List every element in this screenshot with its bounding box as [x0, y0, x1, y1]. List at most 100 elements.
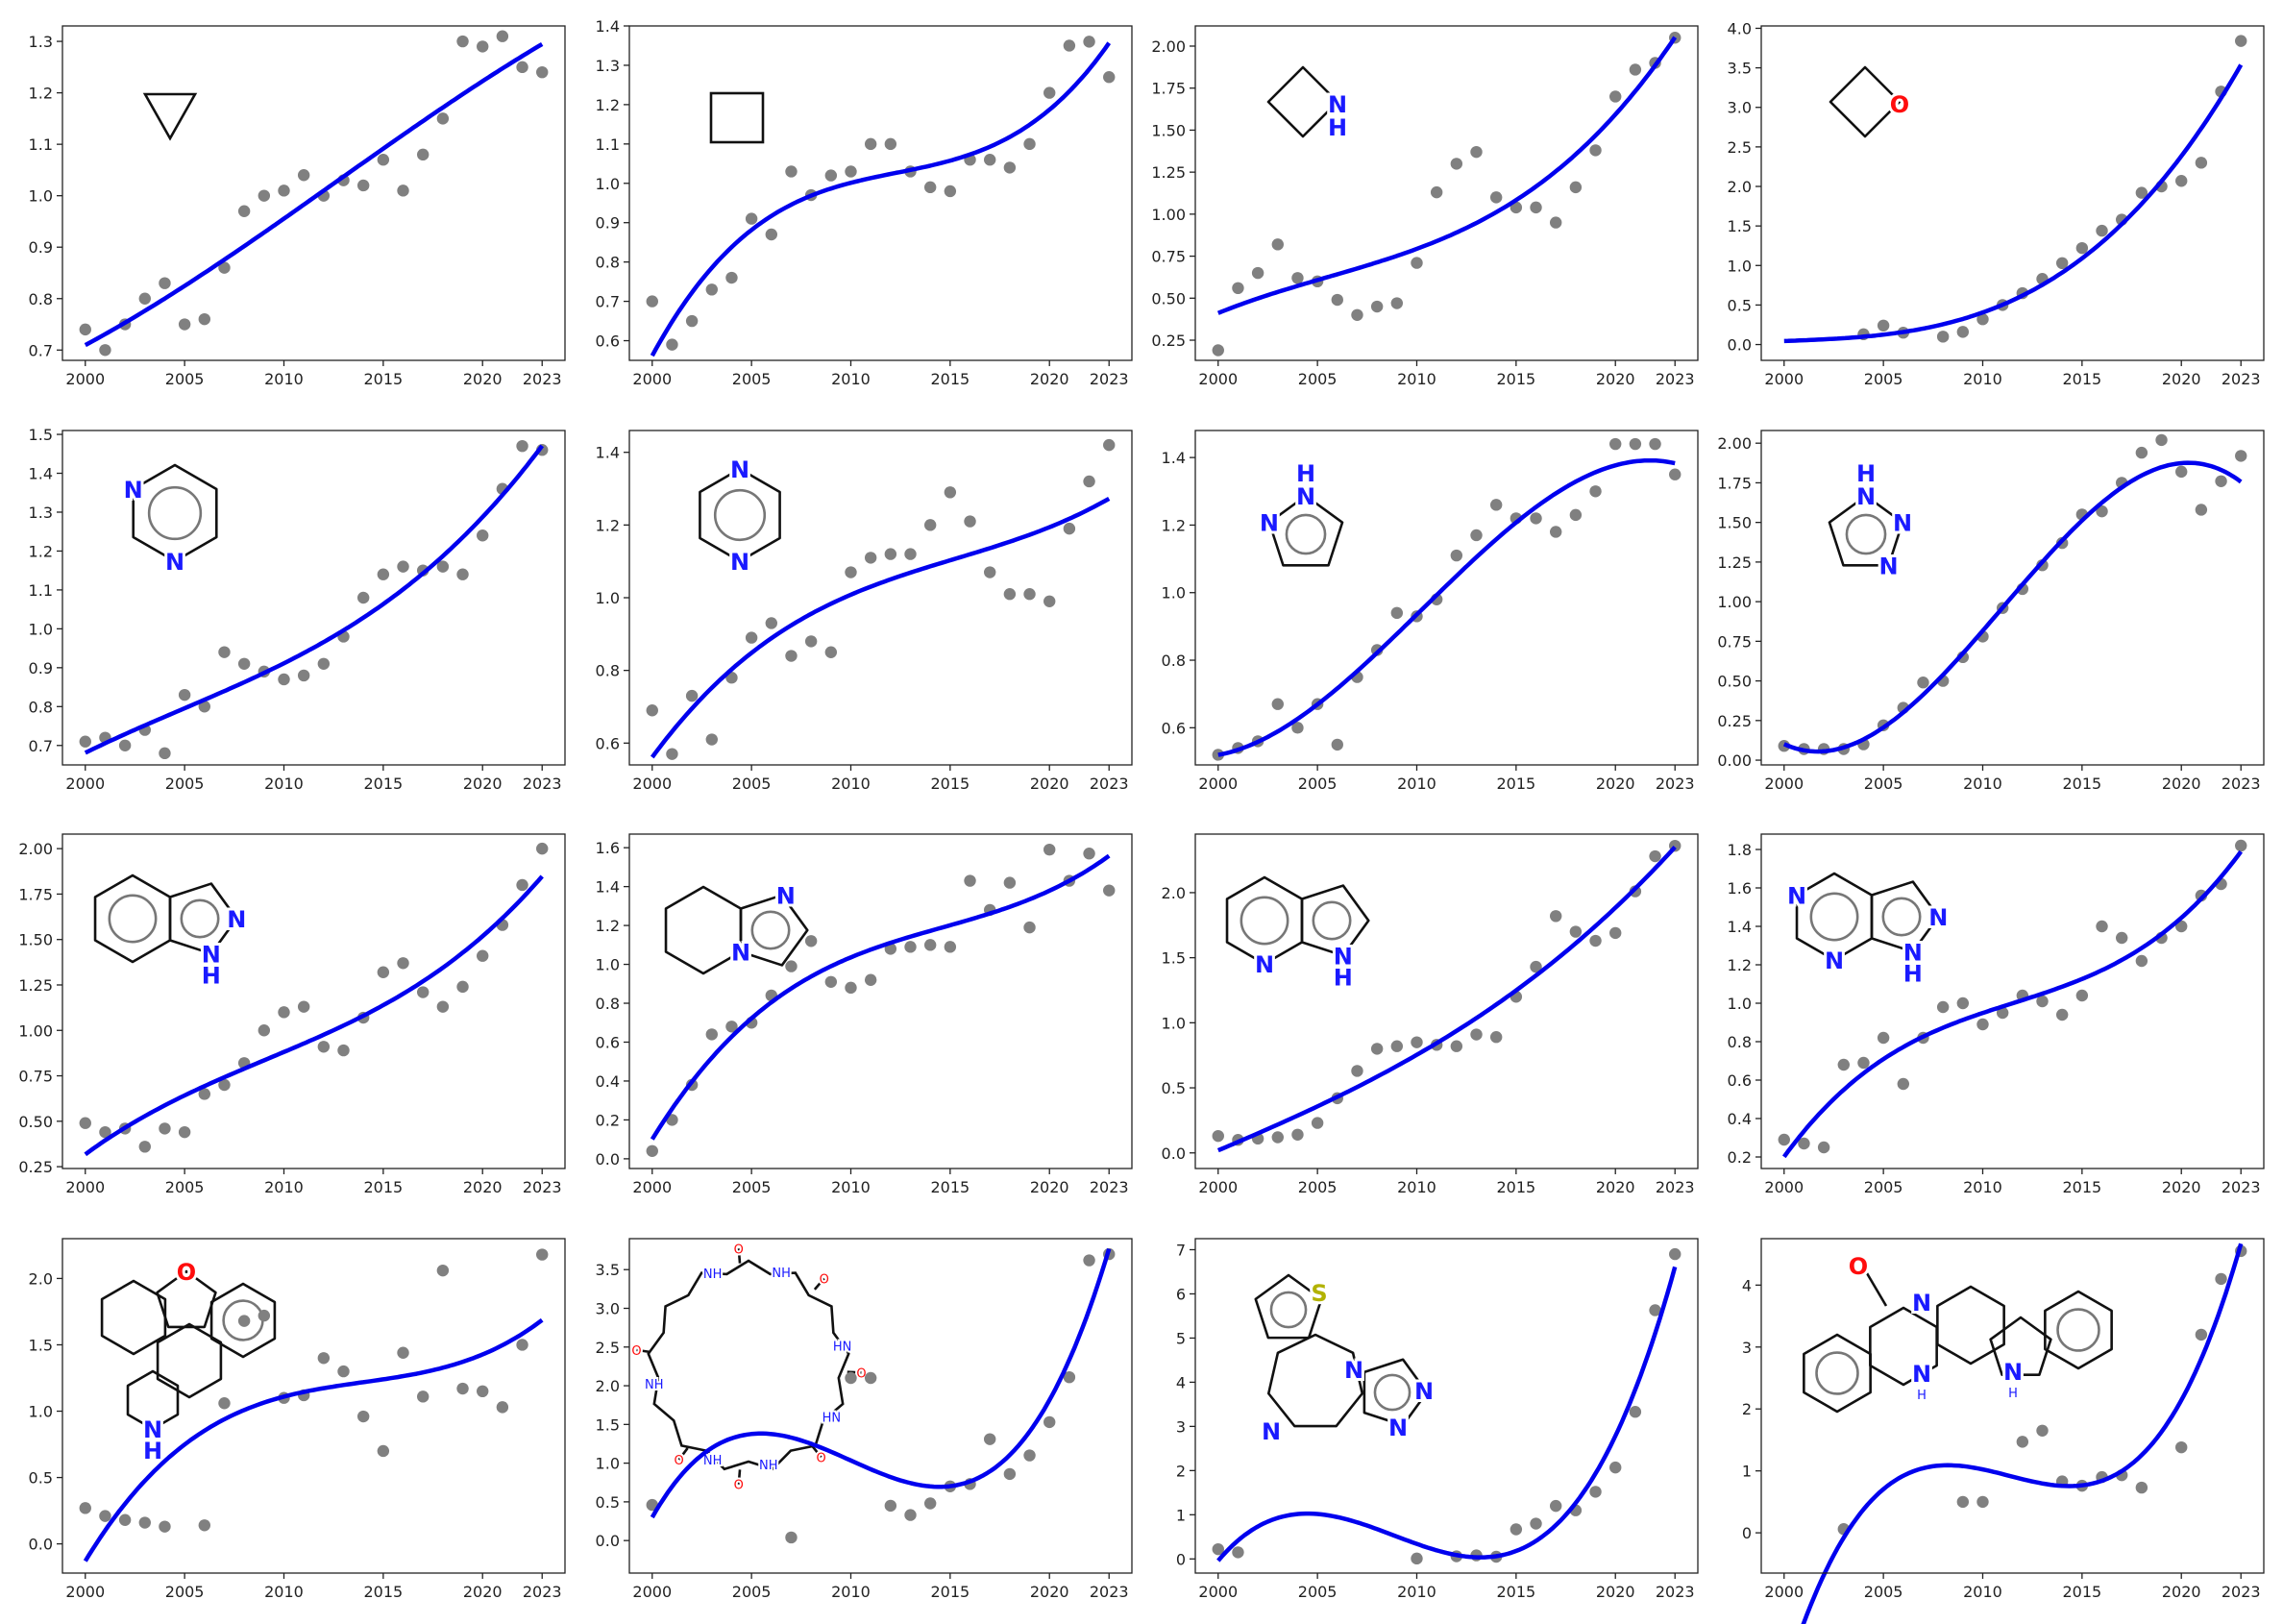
x-tick-label: 2000 — [632, 1583, 672, 1601]
data-point — [845, 566, 857, 578]
x-tick-label: 2023 — [523, 775, 562, 793]
x-tick-label: 2000 — [632, 1178, 672, 1196]
atom-label: NH — [645, 1378, 664, 1392]
x-tick-label: 2005 — [1298, 1178, 1338, 1196]
fit-curve — [650, 496, 1111, 759]
x-tick-label: 2015 — [363, 370, 403, 388]
data-point — [923, 181, 937, 194]
y-tick-label: 1.5 — [1728, 217, 1752, 235]
data-point — [2036, 1424, 2049, 1437]
y-tick-label: 1.0 — [596, 175, 620, 193]
axes-frame — [628, 1238, 1133, 1574]
data-point — [1063, 39, 1076, 52]
data-point — [884, 1499, 897, 1513]
aromatic-ring-circle — [2056, 1308, 2100, 1352]
data-point — [456, 568, 469, 580]
data-point — [923, 519, 937, 531]
data-point — [79, 735, 91, 748]
chemical-structure: HNN — [1257, 457, 1344, 567]
x-tick-label: 2010 — [264, 775, 304, 793]
data-point — [178, 318, 191, 331]
y-tick-label: 1.3 — [29, 33, 53, 51]
y-tick-label: 3 — [1176, 1417, 1186, 1436]
atom-label: N — [1296, 483, 1315, 510]
y-tick-label: 1.00 — [18, 1021, 53, 1040]
x-tick-label: 2015 — [363, 775, 403, 793]
data-point — [159, 277, 171, 289]
y-tick-label: 1.2 — [29, 542, 53, 560]
data-point — [1103, 438, 1116, 452]
y-tick-label: 3.0 — [1728, 99, 1752, 117]
x-tick-label: 2010 — [264, 1583, 304, 1601]
axes-frame — [628, 25, 1133, 361]
data-point — [297, 1000, 310, 1013]
ring-bond — [1362, 1358, 1429, 1427]
x-tick-label: 2005 — [1864, 775, 1903, 793]
data-point — [218, 1078, 231, 1092]
y-tick-label: 1.5 — [1162, 949, 1186, 968]
data-point — [138, 292, 151, 305]
data-point — [1857, 1056, 1870, 1070]
data-point — [1271, 698, 1284, 710]
data-point — [685, 314, 699, 328]
aromatic-ring-circle — [1269, 1291, 1308, 1329]
data-point — [765, 228, 778, 241]
atom-label: N — [124, 477, 143, 504]
y-tick-label: 1.75 — [18, 885, 53, 903]
bond — [737, 1248, 742, 1264]
axes-frame — [1760, 1238, 2265, 1574]
x-tick-label: 2000 — [1198, 775, 1238, 793]
data-point — [2175, 920, 2188, 933]
x-tick-label: 2010 — [1963, 1583, 2002, 1601]
data-point — [1351, 1065, 1363, 1077]
data-point — [1232, 1546, 1244, 1559]
bond — [813, 1277, 825, 1291]
fit-curve — [84, 874, 544, 1157]
data-point — [397, 957, 409, 970]
data-point — [824, 169, 838, 182]
x-tick-label: 2020 — [2162, 775, 2201, 793]
bond — [1865, 1272, 1888, 1307]
data-point — [1331, 293, 1344, 307]
y-tick-label: 1.00 — [1151, 206, 1186, 224]
y-tick-label: 0.9 — [29, 238, 53, 257]
bond — [737, 1469, 742, 1485]
x-tick-label: 2015 — [1496, 775, 1535, 793]
y-tick-label: 0.00 — [1717, 751, 1752, 770]
data-point — [1083, 475, 1095, 488]
chemical-structure: O NH NH O HN O HN O NH O NH O NH O — [629, 1241, 868, 1494]
atom-label: N — [730, 549, 749, 576]
y-tick-label: 1.50 — [1717, 514, 1752, 532]
data-point — [2055, 1008, 2069, 1021]
y-tick-label: 0.5 — [1728, 296, 1752, 314]
data-point — [436, 112, 450, 125]
y-tick-label: 3.0 — [596, 1300, 620, 1318]
atom-label: NH — [703, 1454, 723, 1468]
data-point — [477, 949, 489, 962]
y-tick-label: 0.0 — [29, 1536, 53, 1554]
y-tick-label: 0 — [1742, 1524, 1752, 1542]
atom-label: O — [1849, 1253, 1868, 1280]
data-point — [297, 169, 310, 182]
data-point — [1897, 1077, 1910, 1091]
data-point — [2036, 995, 2049, 1008]
data-point — [1976, 313, 1989, 326]
x-tick-label: 2020 — [1596, 775, 1635, 793]
y-tick-label: 2 — [1176, 1462, 1186, 1480]
data-point — [377, 1444, 390, 1458]
fit-curve — [1217, 457, 1676, 757]
data-point — [1837, 1058, 1850, 1071]
data-point — [1629, 63, 1642, 76]
y-tick-label: 1.2 — [1162, 516, 1186, 534]
data-point — [1956, 326, 1970, 338]
atom-label: N — [1344, 1357, 1363, 1384]
x-tick-label: 2015 — [2062, 775, 2101, 793]
x-tick-label: 2023 — [2222, 1178, 2261, 1196]
data-point — [2235, 35, 2247, 47]
data-point — [377, 966, 390, 978]
data-point — [1489, 1031, 1503, 1044]
data-point — [1530, 1517, 1542, 1530]
atom-label: N — [1893, 510, 1912, 537]
